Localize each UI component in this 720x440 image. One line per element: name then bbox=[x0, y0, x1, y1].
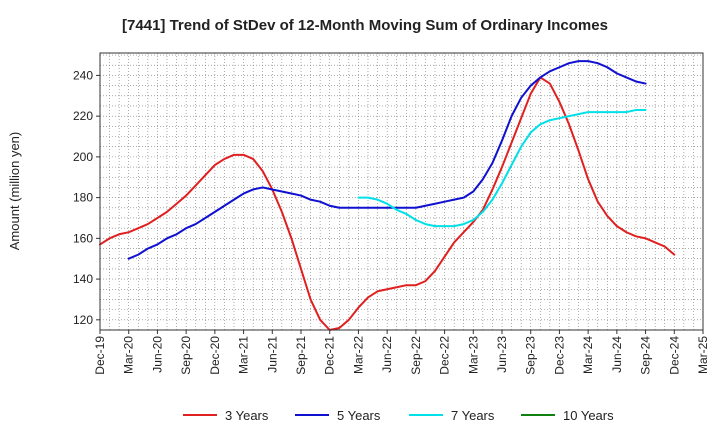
legend-label-10-years: 10 Years bbox=[563, 408, 614, 423]
y-tick-label: 200 bbox=[73, 150, 93, 164]
x-tick-label: Sep-22 bbox=[409, 336, 423, 375]
x-tick-label: Mar-20 bbox=[122, 336, 136, 374]
y-tick-label: 160 bbox=[73, 231, 93, 245]
x-tick-label: Jun-22 bbox=[380, 336, 394, 373]
x-tick-label: Jun-21 bbox=[265, 336, 279, 373]
legend-label-7-years: 7 Years bbox=[451, 408, 495, 423]
y-tick-label: 180 bbox=[73, 191, 93, 205]
y-tick-label: 140 bbox=[73, 272, 93, 286]
x-tick-label: Dec-20 bbox=[208, 336, 222, 375]
plot-area bbox=[100, 53, 703, 330]
x-tick-label: Sep-23 bbox=[524, 336, 538, 375]
x-tick-label: Mar-24 bbox=[581, 336, 595, 374]
x-tick-label: Dec-21 bbox=[323, 336, 337, 375]
legend-label-5-years: 5 Years bbox=[337, 408, 381, 423]
x-tick-label: Dec-24 bbox=[667, 336, 681, 375]
series-line-7-years bbox=[357, 109, 647, 228]
x-tick-label: Jun-24 bbox=[610, 336, 624, 373]
x-tick-label: Dec-19 bbox=[93, 336, 107, 375]
chart-title: [7441] Trend of StDev of 12-Month Moving… bbox=[122, 17, 608, 34]
series-line-5-years bbox=[127, 60, 647, 260]
series-line-3-years bbox=[99, 76, 676, 331]
x-tick-label: Mar-22 bbox=[351, 336, 365, 374]
y-tick-label: 240 bbox=[73, 68, 93, 82]
series-lines bbox=[99, 60, 676, 331]
legend-label-3-years: 3 Years bbox=[225, 408, 269, 423]
y-axis-label: Amount (million yen) bbox=[7, 132, 22, 251]
axes: 120 140 160 180 200 220 240 Dec-19 Mar-20 Jun-20 S… bbox=[73, 68, 710, 374]
x-tick-label: Dec-22 bbox=[438, 336, 452, 375]
x-tick-label: Jun-23 bbox=[495, 336, 509, 373]
x-tick-label: Sep-21 bbox=[294, 336, 308, 375]
grid bbox=[100, 53, 703, 330]
legend: 3 Years 5 Years 7 Years 10 Years bbox=[183, 408, 614, 423]
x-tick-label: Sep-24 bbox=[639, 336, 653, 375]
x-tick-label: Mar-21 bbox=[237, 336, 251, 374]
x-tick-label: Mar-23 bbox=[466, 336, 480, 374]
x-tick-label: Sep-20 bbox=[179, 336, 193, 375]
y-tick-label: 120 bbox=[73, 313, 93, 327]
x-tick-label: Jun-20 bbox=[150, 336, 164, 373]
plot-frame bbox=[99, 52, 704, 331]
x-tick-label: Mar-25 bbox=[696, 336, 710, 374]
x-tick-label: Dec-23 bbox=[552, 336, 566, 375]
y-tick-label: 220 bbox=[73, 109, 93, 123]
